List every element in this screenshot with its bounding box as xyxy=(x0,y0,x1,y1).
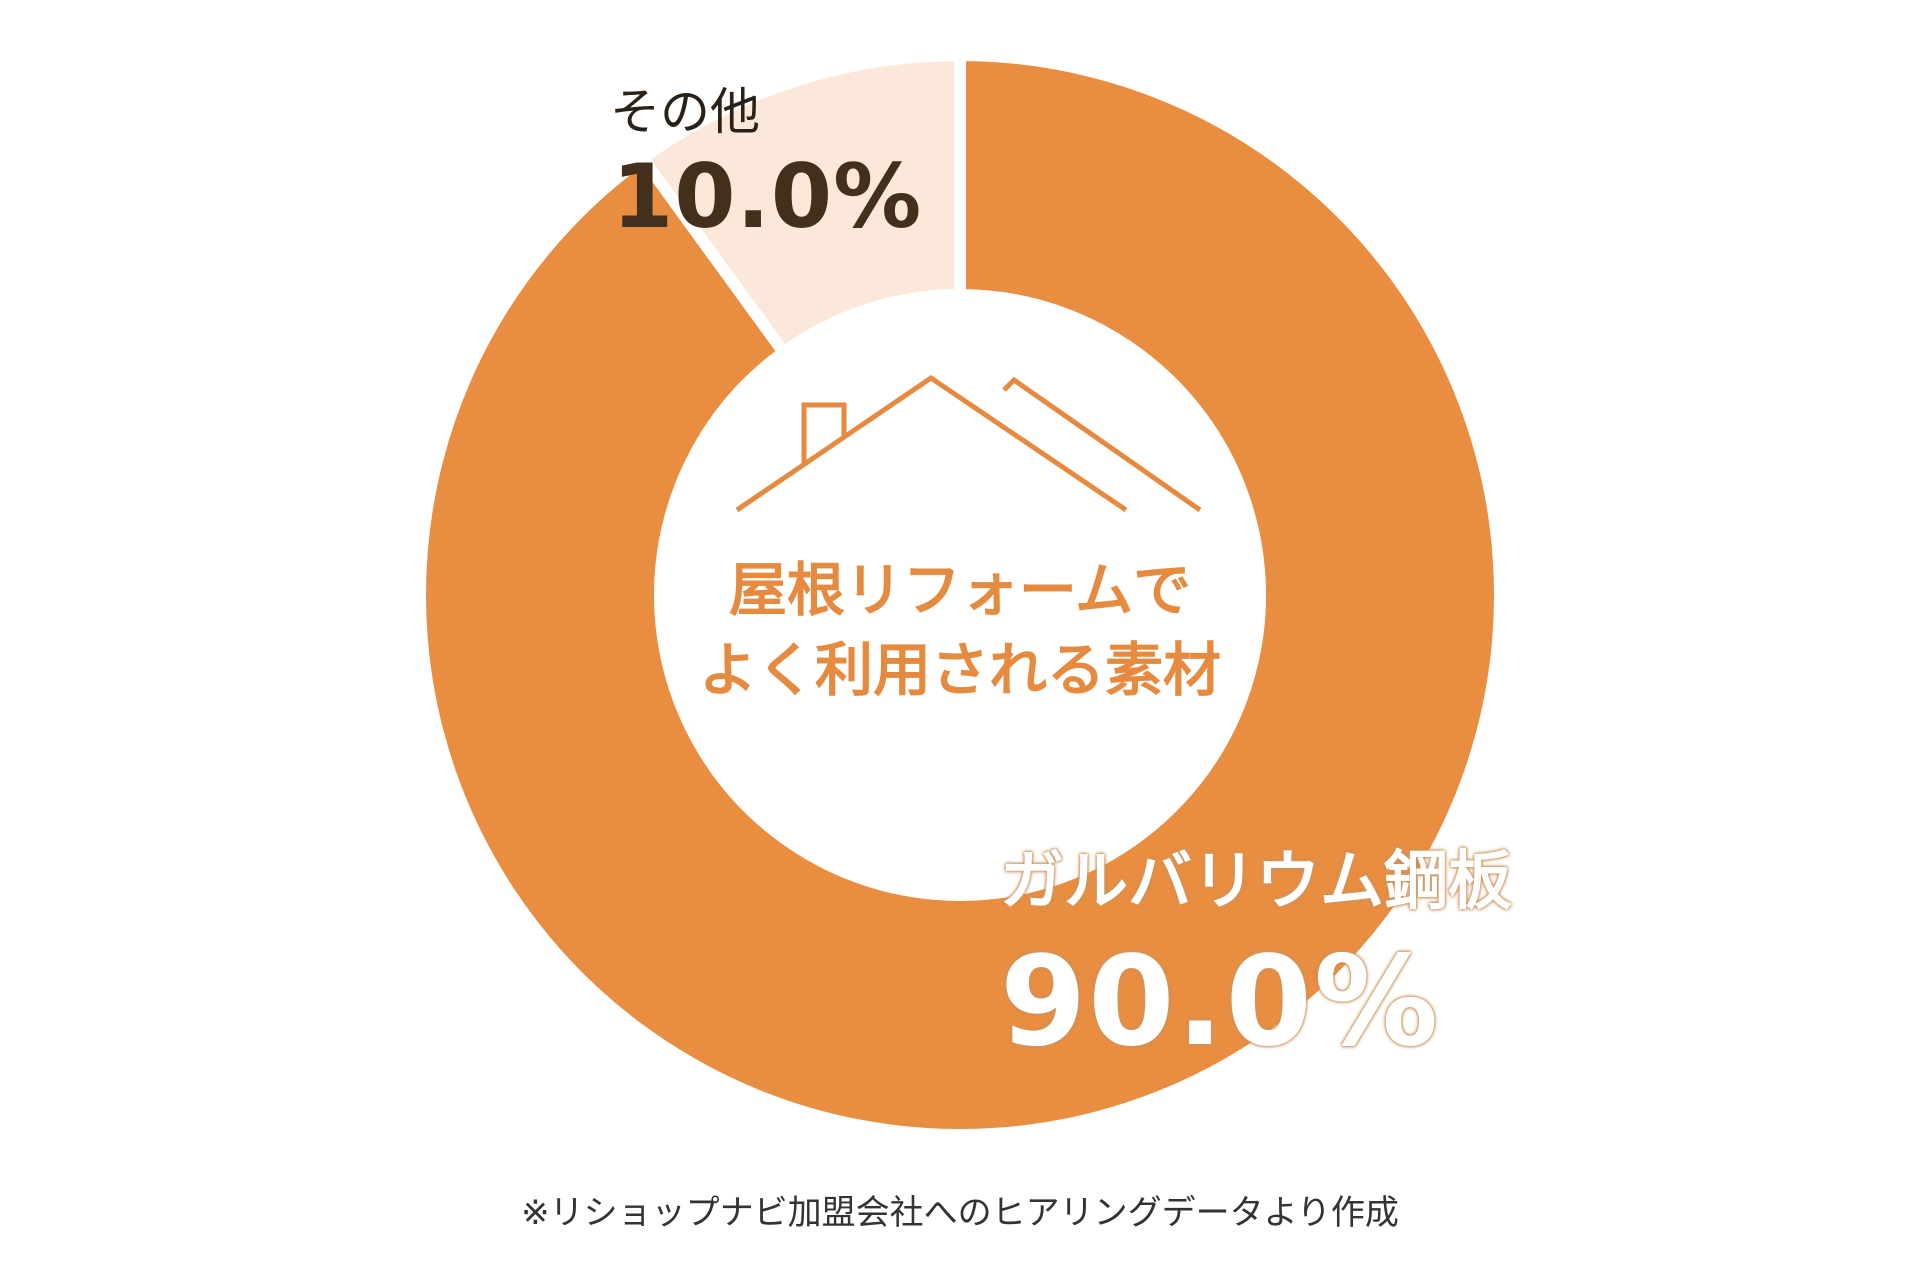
slice-value-galvalume: 90.0% xyxy=(1000,930,1441,1074)
slice-label-other: その他 xyxy=(610,83,760,141)
slice-galvalume xyxy=(414,48,1506,1141)
footnote: ※リショップナビ加盟会社へのヒアリングデータより作成 xyxy=(521,1193,1399,1233)
house-roof-icon xyxy=(735,375,1202,513)
center-title-line1: 屋根リフォームで xyxy=(728,556,1192,624)
slice-other xyxy=(634,48,966,361)
center-title-line2: よく利用される素材 xyxy=(698,636,1221,704)
slice-label-galvalume: ガルバリウム鋼板 xyxy=(1000,845,1512,919)
center-title: 屋根リフォームで よく利用される素材 xyxy=(640,550,1280,710)
slice-value-other: 10.0% xyxy=(612,145,923,248)
